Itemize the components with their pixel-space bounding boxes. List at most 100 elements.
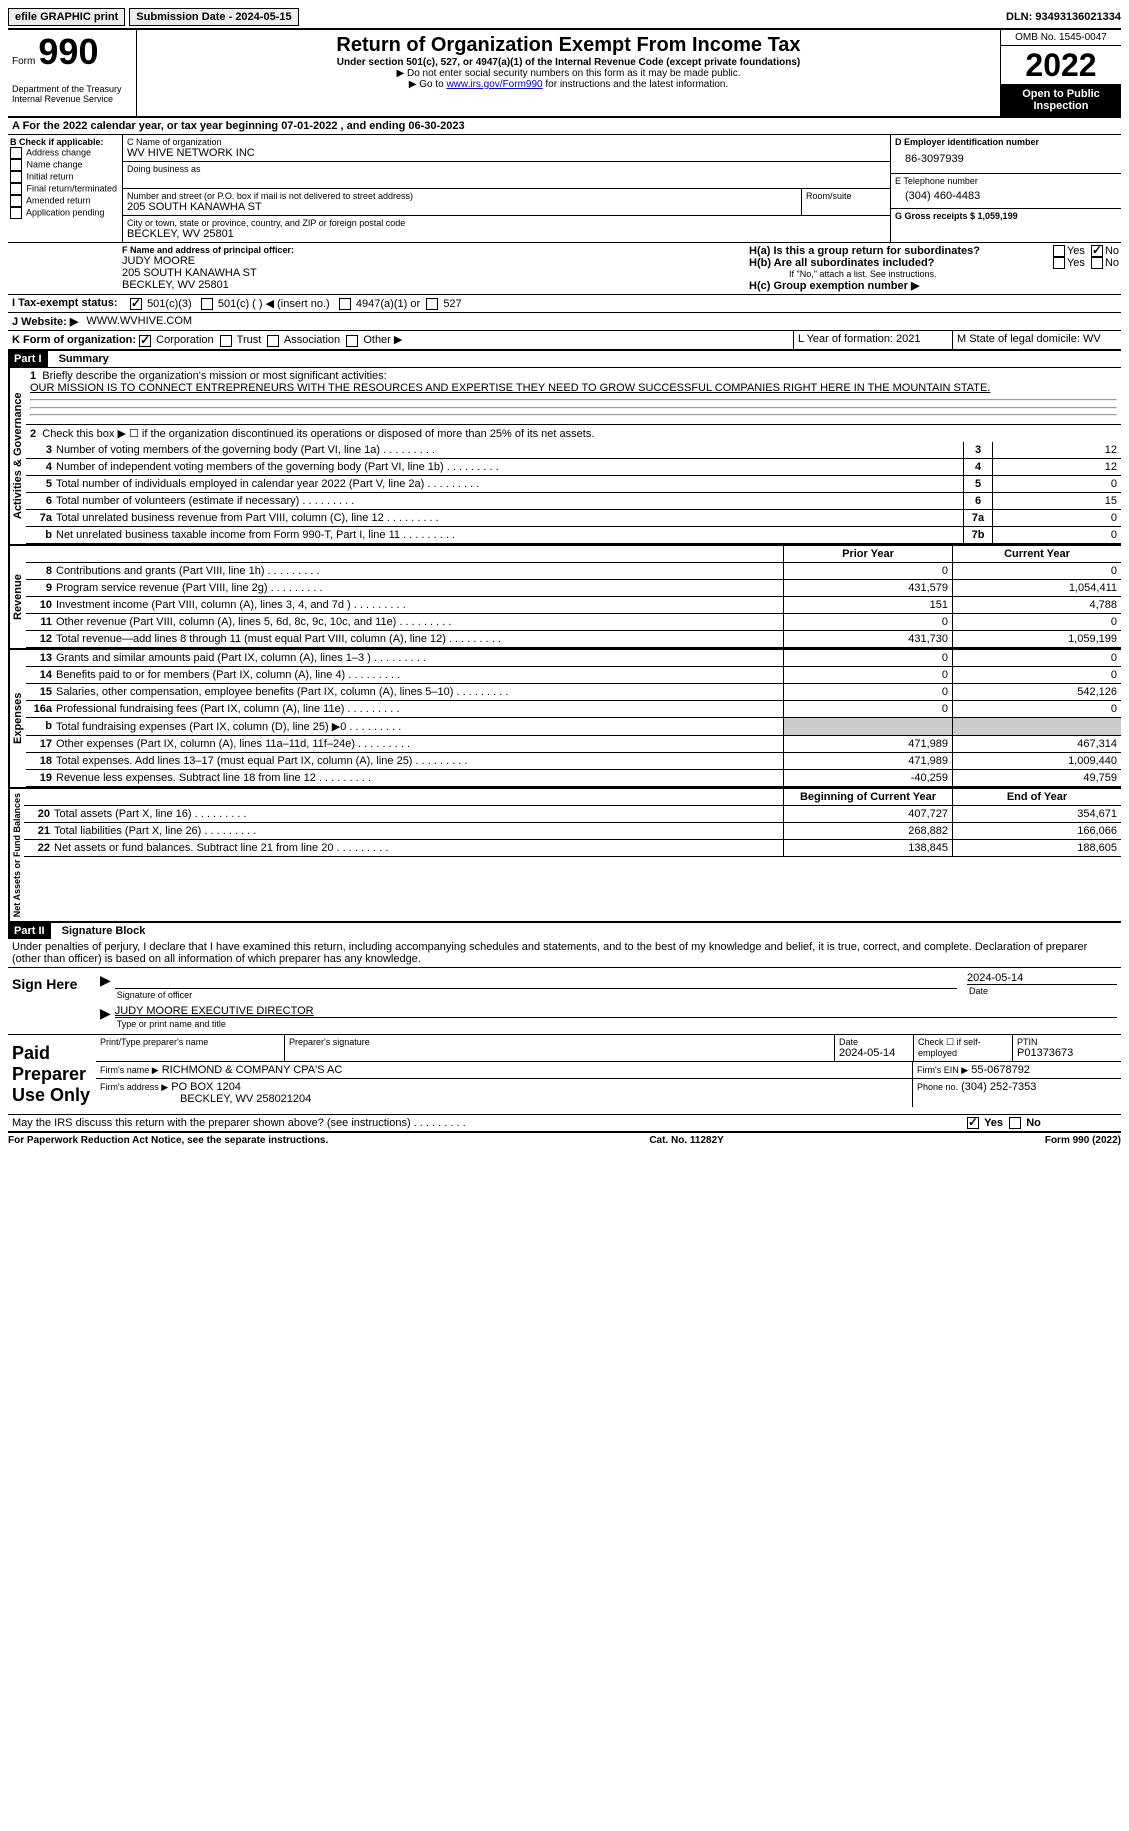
- summary-row: 18Total expenses. Add lines 13–17 (must …: [26, 753, 1121, 770]
- form-number: 990: [38, 31, 98, 72]
- summary-row: 10Investment income (Part VIII, column (…: [26, 597, 1121, 614]
- city-state-zip: BECKLEY, WV 25801: [127, 228, 886, 240]
- f-label: F Name and address of principal officer:: [122, 245, 743, 255]
- officer-block: F Name and address of principal officer:…: [8, 243, 1121, 295]
- open-to-public: Open to Public Inspection: [1001, 84, 1121, 116]
- mission: OUR MISSION IS TO CONNECT ENTREPRENEURS …: [30, 382, 990, 394]
- i-501c3[interactable]: [130, 298, 142, 310]
- officer-addr1: 205 SOUTH KANAWHA ST: [122, 267, 743, 279]
- k-other[interactable]: [346, 335, 358, 347]
- room-label: Room/suite: [806, 191, 886, 201]
- street-address: 205 SOUTH KANAWHA ST: [127, 201, 797, 213]
- q1: Briefly describe the organization's miss…: [42, 370, 386, 382]
- i-label: I Tax-exempt status:: [8, 295, 126, 312]
- summary-row: 19Revenue less expenses. Subtract line 1…: [26, 770, 1121, 787]
- g-label: G Gross receipts $ 1,059,199: [895, 211, 1117, 221]
- summary-row: bNet unrelated business taxable income f…: [26, 527, 1121, 544]
- i-501c[interactable]: [201, 298, 213, 310]
- col-begin: Beginning of Current Year: [783, 789, 952, 805]
- side-netassets: Net Assets or Fund Balances: [8, 789, 24, 921]
- part2-header: Part II Signature Block: [8, 923, 1121, 939]
- officer-printed: JUDY MOORE EXECUTIVE DIRECTOR: [115, 1005, 1117, 1017]
- b-option: Application pending: [10, 207, 120, 219]
- d-label: D Employer identification number: [895, 137, 1117, 147]
- hb-no[interactable]: [1091, 257, 1103, 269]
- summary-row: 9Program service revenue (Part VIII, lin…: [26, 580, 1121, 597]
- footer-left: For Paperwork Reduction Act Notice, see …: [8, 1135, 328, 1146]
- b-label: B Check if applicable:: [10, 137, 120, 147]
- ha-no[interactable]: [1091, 245, 1103, 257]
- q2: Check this box ▶ ☐ if the organization d…: [42, 428, 594, 440]
- summary-row: 13Grants and similar amounts paid (Part …: [26, 650, 1121, 667]
- org-name: WV HIVE NETWORK INC: [127, 147, 886, 159]
- b-option: Amended return: [10, 195, 120, 207]
- phone-value: (304) 460-4483: [895, 186, 1117, 206]
- submission-btn[interactable]: Submission Date - 2024-05-15: [129, 8, 298, 26]
- summary-row: 14Benefits paid to or for members (Part …: [26, 667, 1121, 684]
- declaration: Under penalties of perjury, I declare th…: [8, 939, 1121, 968]
- line-a: A For the 2022 calendar year, or tax yea…: [8, 118, 1121, 134]
- hb-yes[interactable]: [1053, 257, 1065, 269]
- side-expenses: Expenses: [8, 650, 26, 787]
- side-activities: Activities & Governance: [8, 368, 26, 544]
- summary-row: 22Net assets or fund balances. Subtract …: [24, 840, 1121, 857]
- summary-row: 20Total assets (Part X, line 16)407,7273…: [24, 806, 1121, 823]
- efile-btn[interactable]: efile GRAPHIC print: [8, 8, 125, 26]
- k-assoc[interactable]: [267, 335, 279, 347]
- hb-label: H(b) Are all subordinates included?: [749, 257, 1053, 269]
- discuss-no[interactable]: [1009, 1117, 1021, 1129]
- b-option: Name change: [10, 159, 120, 171]
- footer-right: Form 990 (2022): [1045, 1135, 1121, 1146]
- city-label: City or town, state or province, country…: [127, 218, 886, 228]
- b-option: Final return/terminated: [10, 183, 120, 195]
- c-label: C Name of organization: [127, 137, 886, 147]
- k-trust[interactable]: [220, 335, 232, 347]
- officer-name: JUDY MOORE: [122, 255, 743, 267]
- e-label: E Telephone number: [895, 176, 1117, 186]
- may-irs-discuss: May the IRS discuss this return with the…: [8, 1115, 963, 1131]
- sign-here-block: Sign Here ▶ Signature of officer 2024-05…: [8, 968, 1121, 1035]
- summary-row: 8Contributions and grants (Part VIII, li…: [26, 563, 1121, 580]
- discuss-yes[interactable]: [967, 1117, 979, 1129]
- form-note1: ▶ Do not enter social security numbers o…: [141, 68, 996, 79]
- summary-row: 7aTotal unrelated business revenue from …: [26, 510, 1121, 527]
- col-end: End of Year: [952, 789, 1121, 805]
- m-state: M State of legal domicile: WV: [952, 331, 1121, 348]
- ein-value: 86-3097939: [895, 147, 1117, 171]
- summary-row: 5Total number of individuals employed in…: [26, 476, 1121, 493]
- k-label: K Form of organization:: [12, 334, 136, 346]
- j-label: J Website: ▶: [8, 313, 82, 330]
- k-corp[interactable]: [139, 335, 151, 347]
- goto-post: for instructions and the latest informat…: [545, 79, 728, 90]
- dept-line2: Internal Revenue Service: [12, 94, 132, 104]
- dept-line1: Department of the Treasury: [12, 84, 132, 94]
- summary-row: 12Total revenue—add lines 8 through 11 (…: [26, 631, 1121, 648]
- summary-row: bTotal fundraising expenses (Part IX, co…: [26, 718, 1121, 736]
- topbar: efile GRAPHIC print Submission Date - 20…: [8, 8, 1121, 30]
- summary-row: 3Number of voting members of the governi…: [26, 442, 1121, 459]
- website-value: WWW.WVHIVE.COM: [82, 313, 196, 330]
- footer-mid: Cat. No. 11282Y: [649, 1135, 723, 1146]
- form-label: Form: [12, 56, 35, 67]
- col-current: Current Year: [952, 546, 1121, 562]
- form-subtitle: Under section 501(c), 527, or 4947(a)(1)…: [141, 57, 996, 68]
- summary-row: 11Other revenue (Part VIII, column (A), …: [26, 614, 1121, 631]
- h-note: If "No," attach a list. See instructions…: [749, 269, 1119, 279]
- part1-header: Part I Summary: [8, 351, 1121, 367]
- ha-label: H(a) Is this a group return for subordin…: [749, 245, 1053, 257]
- l-year: L Year of formation: 2021: [793, 331, 952, 348]
- i-527[interactable]: [426, 298, 438, 310]
- irs-link[interactable]: www.irs.gov/Form990: [446, 79, 542, 90]
- i-4947[interactable]: [339, 298, 351, 310]
- col-prior: Prior Year: [783, 546, 952, 562]
- summary-row: 17Other expenses (Part IX, column (A), l…: [26, 736, 1121, 753]
- form-header: Form 990 Department of the Treasury Inte…: [8, 30, 1121, 118]
- officer-addr2: BECKLEY, WV 25801: [122, 279, 743, 291]
- goto-pre: ▶ Go to: [409, 79, 447, 90]
- hc-label: H(c) Group exemption number ▶: [749, 279, 1119, 292]
- dba-label: Doing business as: [127, 164, 886, 174]
- ha-yes[interactable]: [1053, 245, 1065, 257]
- b-option: Address change: [10, 147, 120, 159]
- tax-year: 2022: [1001, 46, 1121, 84]
- form-title: Return of Organization Exempt From Incom…: [141, 34, 996, 57]
